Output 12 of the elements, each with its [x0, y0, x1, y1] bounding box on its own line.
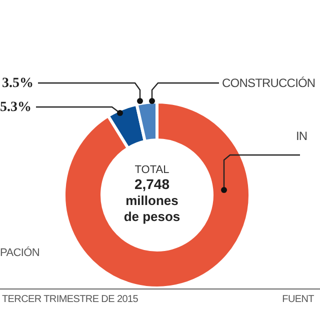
text: PACIÓN [0, 246, 40, 259]
slice-label: CONSTRUCCIÓN [222, 76, 316, 90]
text: TERCER TRIMESTRE DE 2015 [2, 294, 139, 305]
text: de pesos [124, 209, 180, 224]
slice-label: IN [296, 129, 308, 143]
donut-slice [62, 100, 252, 290]
text: FUENT [282, 294, 314, 305]
data-label: 3.5% [2, 76, 34, 91]
text: TOTAL [134, 164, 170, 176]
text: 2,748 [134, 176, 170, 192]
text: millones [126, 193, 178, 208]
data-label: 5.3% [0, 100, 32, 115]
